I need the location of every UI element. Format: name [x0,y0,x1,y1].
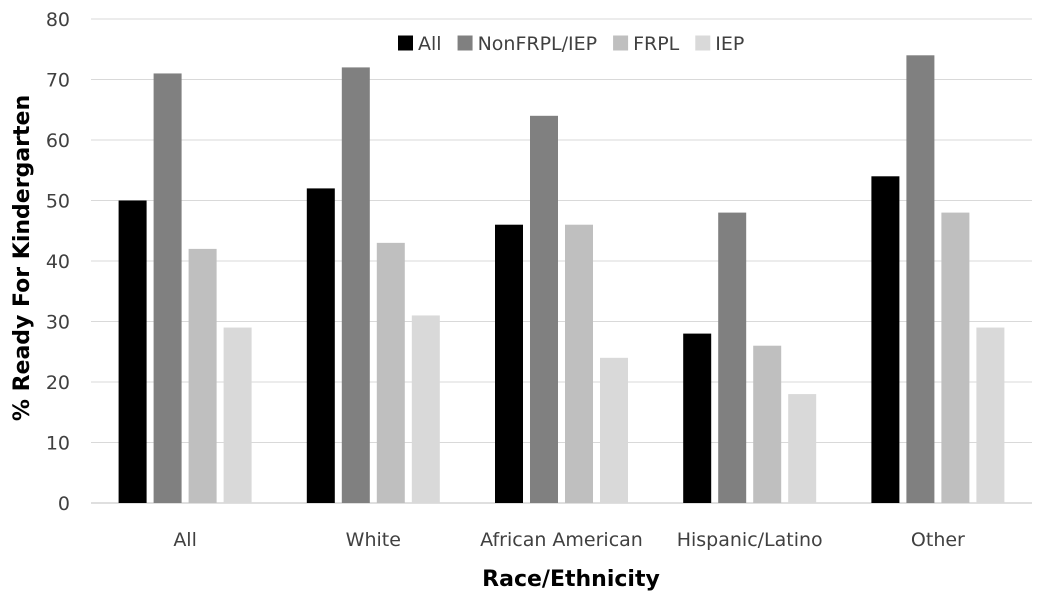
legend-label: FRPL [633,33,680,55]
bar [188,248,217,503]
bar [941,212,970,503]
bar [530,115,558,504]
x-axis-title: Race/Ethnicity [482,567,660,592]
bar [341,67,370,504]
legend-swatch [695,35,711,51]
y-tick-label: 0 [58,493,70,515]
y-tick-label: 30 [46,312,70,334]
bar [600,357,628,503]
bar [306,188,335,503]
legend-swatch [457,35,473,51]
legend-label: NonFRPL/IEP [478,33,598,55]
bar [683,333,712,503]
bar [871,176,900,504]
bar [153,73,182,503]
bar [753,345,782,503]
legend-label: All [418,33,442,55]
x-axis-ticks: All White African American Hispanic/Latino O… [173,529,965,551]
x-tick-label: White [346,529,401,551]
x-tick-label: Hispanic/Latino [677,529,823,551]
bars [118,55,1005,504]
y-tick-label: 40 [46,251,70,273]
bar [118,200,147,503]
y-axis-ticks: 0 10 20 30 40 50 60 70 80 [46,9,70,515]
legend: All NonFRPL/IEP FRPL IEP [398,33,744,55]
bar [411,315,440,503]
bar [223,327,252,503]
y-tick-label: 70 [46,70,70,92]
bar [495,224,523,503]
bar [906,55,935,504]
bar [376,242,405,503]
x-tick-label: All [173,529,197,551]
y-tick-label: 80 [46,9,70,31]
bar [565,224,593,503]
y-tick-label: 50 [46,191,70,213]
bar [718,212,747,503]
legend-label: IEP [715,33,744,55]
bar [788,394,817,503]
legend-swatch [613,35,629,51]
y-tick-label: 20 [46,372,70,394]
y-axis-title: % Ready For Kindergarten [10,95,35,421]
y-tick-label: 10 [46,433,70,455]
bar [976,327,1005,503]
x-tick-label: Other [911,529,965,551]
x-tick-label: African American [480,529,643,551]
y-tick-label: 60 [46,130,70,152]
legend-swatch [398,35,413,51]
